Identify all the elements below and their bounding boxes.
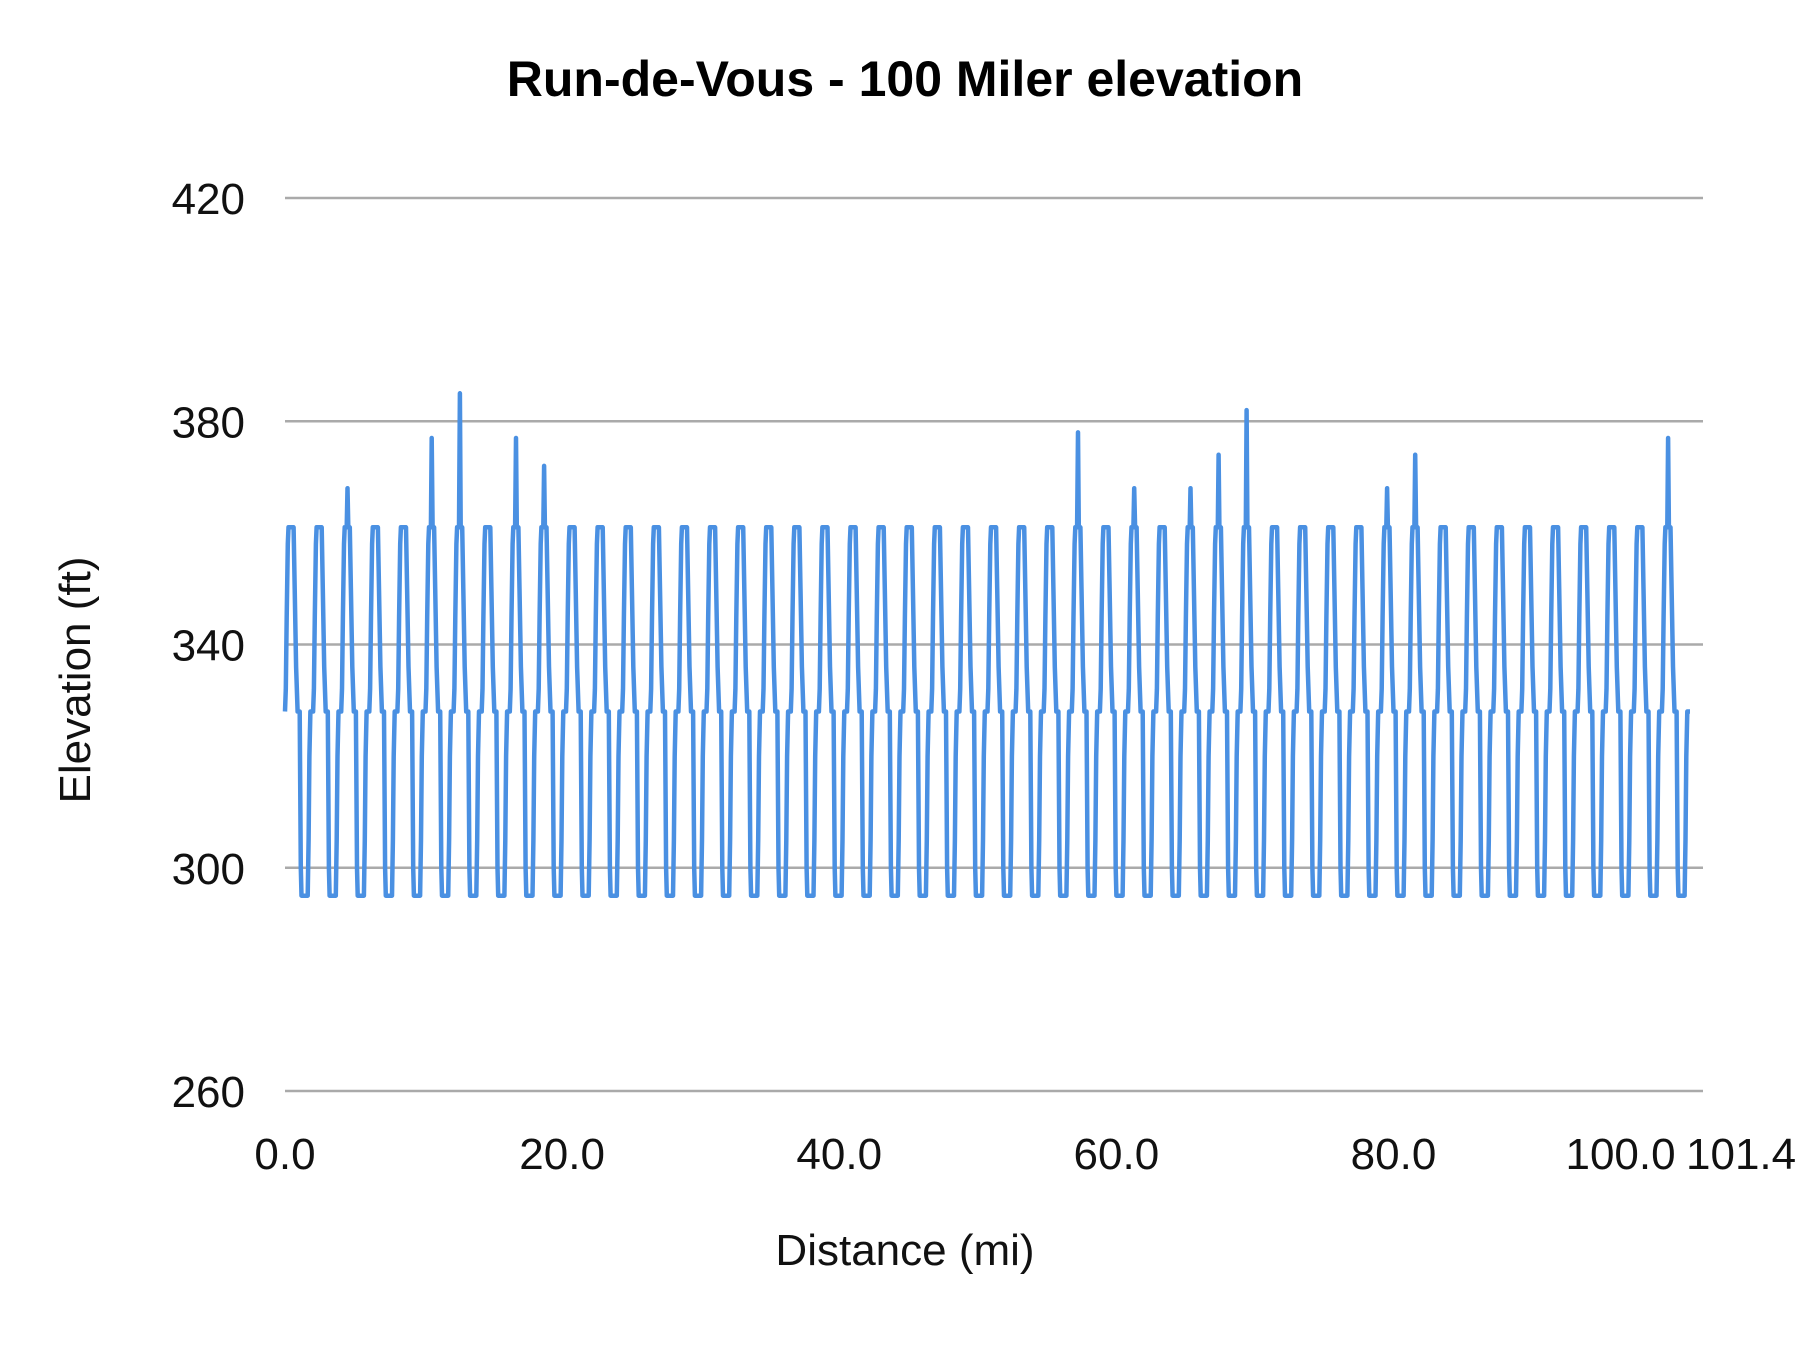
x-axis-ticks: 0.0 20.0 40.0 60.0 80.0 100.0 101.4 xyxy=(254,1130,1796,1179)
x-axis-label: Distance (mi) xyxy=(775,1226,1034,1275)
x-tick-label: 101.4 xyxy=(1686,1130,1796,1179)
gridlines xyxy=(285,196,1703,1093)
x-tick-label: 80.0 xyxy=(1351,1130,1437,1179)
y-tick-label: 300 xyxy=(172,845,245,894)
x-tick-label: 20.0 xyxy=(519,1130,605,1179)
y-tick-label: 340 xyxy=(172,622,245,671)
x-tick-label: 100.0 xyxy=(1565,1130,1675,1179)
y-tick-label: 260 xyxy=(172,1068,245,1117)
x-tick-label: 40.0 xyxy=(796,1130,882,1179)
y-tick-label: 420 xyxy=(172,175,245,224)
y-tick-label: 380 xyxy=(172,398,245,447)
y-axis-ticks: 260 300 340 380 420 xyxy=(172,175,245,1117)
chart-title: Run-de-Vous - 100 Miler elevation xyxy=(507,51,1303,107)
x-tick-label: 60.0 xyxy=(1074,1130,1160,1179)
x-tick-label: 0.0 xyxy=(254,1130,315,1179)
y-axis-label: Elevation (ft) xyxy=(51,557,100,804)
elevation-line xyxy=(282,391,1690,898)
